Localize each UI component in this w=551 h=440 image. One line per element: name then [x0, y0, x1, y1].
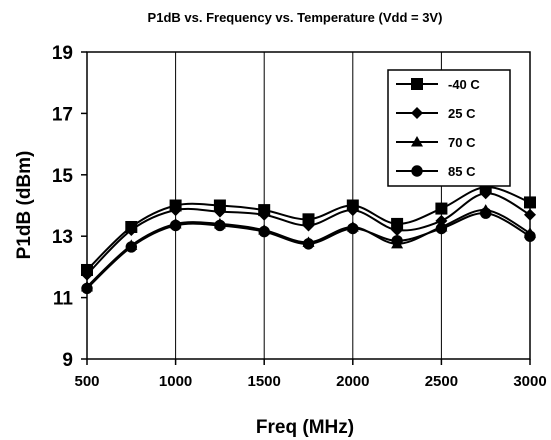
legend-item: 70 C — [396, 135, 476, 150]
data-point-circle — [302, 238, 315, 250]
x-tick-label: 500 — [74, 373, 99, 390]
data-point-circle — [125, 241, 137, 253]
x-tick-label: 2000 — [336, 373, 369, 390]
data-point-circle — [435, 222, 448, 235]
data-point-circle — [480, 207, 492, 219]
legend-label: 25 C — [448, 106, 476, 121]
data-point-circle — [391, 235, 403, 247]
x-axis-label: Freq (MHz) — [256, 417, 354, 438]
data-point-diamond — [125, 224, 138, 237]
y-tick-label: 15 — [52, 166, 74, 187]
data-point-circle — [524, 230, 536, 242]
data-point-diamond — [411, 107, 423, 119]
data-point-triangle — [411, 136, 423, 147]
data-point-circle — [258, 225, 270, 238]
legend: -40 C 25 C 70 C 85 C — [387, 69, 511, 187]
data-point-circle — [347, 222, 359, 235]
data-point-square — [435, 202, 448, 215]
data-point-circle — [214, 219, 226, 232]
y-tick-label: 19 — [52, 43, 73, 64]
y-axis-label: P1dB (dBm) — [14, 151, 35, 260]
legend-label: 85 C — [448, 164, 476, 179]
legend-label: -40 C — [448, 77, 480, 92]
data-point-circle — [81, 282, 93, 295]
data-point-circle — [411, 165, 423, 177]
x-tick-label: 2500 — [425, 373, 458, 390]
y-tick-label: 11 — [53, 289, 74, 310]
data-point-diamond — [524, 208, 536, 221]
series-1 — [81, 187, 536, 281]
chart-title: P1dB vs. Frequency vs. Temperature (Vdd … — [148, 10, 443, 25]
series-group — [81, 181, 536, 295]
data-point-square — [213, 199, 226, 212]
data-point-square — [411, 78, 423, 90]
legend-item: -40 C — [396, 77, 480, 92]
y-tick-label: 17 — [52, 104, 73, 125]
data-point-diamond — [169, 204, 182, 217]
y-tick-label: 9 — [62, 350, 73, 371]
data-point-diamond — [213, 205, 226, 218]
legend-label: 70 C — [448, 135, 476, 150]
series-3 — [81, 207, 536, 295]
x-tick-label: 3000 — [513, 373, 546, 390]
data-point-circle — [169, 219, 182, 232]
data-point-diamond — [302, 219, 315, 232]
legend-item: 25 C — [396, 106, 476, 121]
x-tick-label: 1500 — [248, 373, 281, 390]
y-tick-label: 13 — [52, 227, 73, 248]
data-point-diamond — [479, 187, 492, 200]
data-point-diamond — [391, 224, 404, 237]
x-tick-label: 1000 — [159, 373, 192, 390]
data-point-diamond — [346, 204, 359, 217]
data-point-square — [524, 196, 536, 209]
legend-item: 85 C — [396, 164, 476, 179]
axis-ticks: 500 1000 1500 2000 2500 3000 9 11 13 15 17 19 — [52, 43, 547, 390]
data-point-diamond — [81, 268, 93, 281]
legend-box — [387, 69, 511, 187]
data-point-diamond — [258, 208, 271, 221]
data-point-square — [391, 217, 404, 230]
data-point-square — [302, 213, 315, 226]
